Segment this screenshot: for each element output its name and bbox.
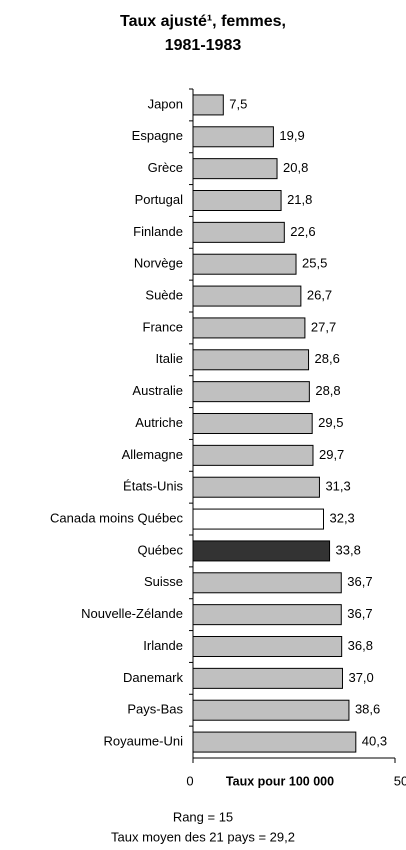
bar (192, 508, 324, 530)
data-label: 38,6 (355, 702, 380, 717)
data-label: 37,0 (348, 670, 373, 685)
bar (192, 221, 285, 243)
y-tick-label: Italie (156, 351, 183, 366)
x-tick-label: 50 (394, 773, 406, 788)
y-tick-label: Pays-Bas (127, 702, 183, 717)
y-tick-label: Suède (145, 288, 183, 303)
bar (192, 317, 306, 339)
x-axis-label: Taux pour 100 000 (226, 774, 334, 788)
data-label: 25,5 (302, 256, 327, 271)
y-tick-label: Australie (132, 383, 183, 398)
data-label: 22,6 (290, 224, 315, 239)
data-label: 36,8 (348, 638, 373, 653)
bar (192, 285, 302, 307)
x-tick-label: 0 (186, 773, 193, 788)
y-tick-label: États-Unis (123, 479, 183, 494)
data-label: 20,8 (283, 160, 308, 175)
y-tick-label: Finlande (133, 224, 183, 239)
note: Taux moyen des 21 pays = 29,2 (111, 829, 295, 844)
y-tick-label: Portugal (135, 192, 184, 207)
data-label: 7,5 (229, 96, 247, 111)
note: Rang = 15 (173, 809, 233, 824)
bar (192, 253, 297, 275)
data-label: 26,7 (307, 288, 332, 303)
bar (192, 699, 350, 721)
y-tick-label: Norvège (134, 256, 183, 271)
bar (192, 126, 274, 148)
data-label: 33,8 (336, 542, 361, 557)
bar (192, 190, 282, 211)
y-tick-label: Royaume-Uni (104, 734, 184, 749)
y-tick-label: Danemark (123, 670, 183, 685)
y-tick-label: Japon (148, 96, 183, 111)
data-label: 29,7 (319, 447, 344, 462)
y-tick-label: Canada moins Québec (50, 511, 183, 526)
data-label: 31,3 (325, 479, 350, 494)
bar (192, 413, 313, 434)
bar (192, 94, 224, 116)
bar (192, 667, 343, 689)
y-tick-label: Grèce (148, 160, 183, 175)
data-label: 19,9 (279, 128, 304, 143)
bar (192, 476, 320, 498)
y-tick-label: Nouvelle-Zélande (81, 606, 183, 621)
data-label: 27,7 (311, 319, 336, 334)
data-label: 36,7 (347, 606, 372, 621)
bar (192, 572, 342, 594)
data-label: 36,7 (347, 574, 372, 589)
bar (192, 604, 342, 626)
data-label: 29,5 (318, 415, 343, 430)
y-tick-label: Irlande (143, 638, 183, 653)
data-label: 21,8 (287, 192, 312, 207)
data-label: 40,3 (362, 734, 387, 749)
y-tick-label: Québec (137, 542, 183, 557)
bar (192, 636, 343, 657)
y-tick-label: Allemagne (122, 447, 183, 462)
chart-title: 1981-1983 (165, 37, 242, 54)
bar (192, 731, 357, 753)
bar (192, 158, 278, 180)
y-tick-label: Suisse (144, 574, 183, 589)
chart-title: Taux ajusté¹, femmes, (120, 13, 286, 30)
bar (192, 381, 310, 403)
bar (192, 444, 314, 466)
bar (192, 540, 331, 562)
bar (192, 349, 310, 371)
data-label: 28,8 (315, 383, 340, 398)
y-tick-label: France (143, 319, 183, 334)
data-label: 32,3 (329, 511, 354, 526)
y-tick-label: Autriche (135, 415, 183, 430)
data-label: 28,6 (315, 351, 340, 366)
y-tick-label: Espagne (132, 128, 183, 143)
